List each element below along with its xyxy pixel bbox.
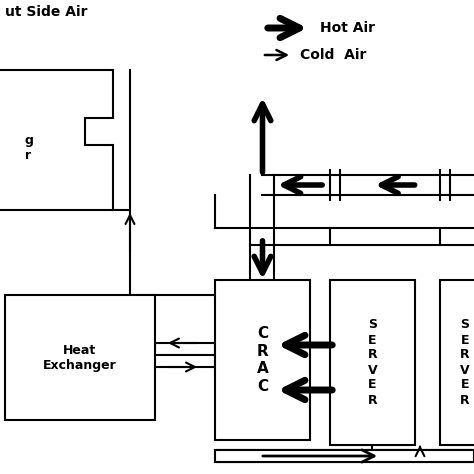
Text: g
r: g r (25, 134, 34, 162)
Text: S
E
R
V
E
R: S E R V E R (368, 319, 377, 407)
Text: ut Side Air: ut Side Air (5, 5, 88, 19)
Text: Heat
Exchanger: Heat Exchanger (43, 344, 117, 372)
Text: Cold  Air: Cold Air (300, 48, 366, 62)
Bar (215, 450, 474, 462)
Bar (440, 280, 474, 445)
Bar (330, 280, 415, 445)
Text: C
R
A
C: C R A C (256, 327, 268, 393)
Text: Hot Air: Hot Air (320, 21, 375, 35)
Text: S
E
R
V
E
R: S E R V E R (460, 319, 470, 407)
Bar (5, 295, 155, 420)
Bar (215, 280, 310, 440)
